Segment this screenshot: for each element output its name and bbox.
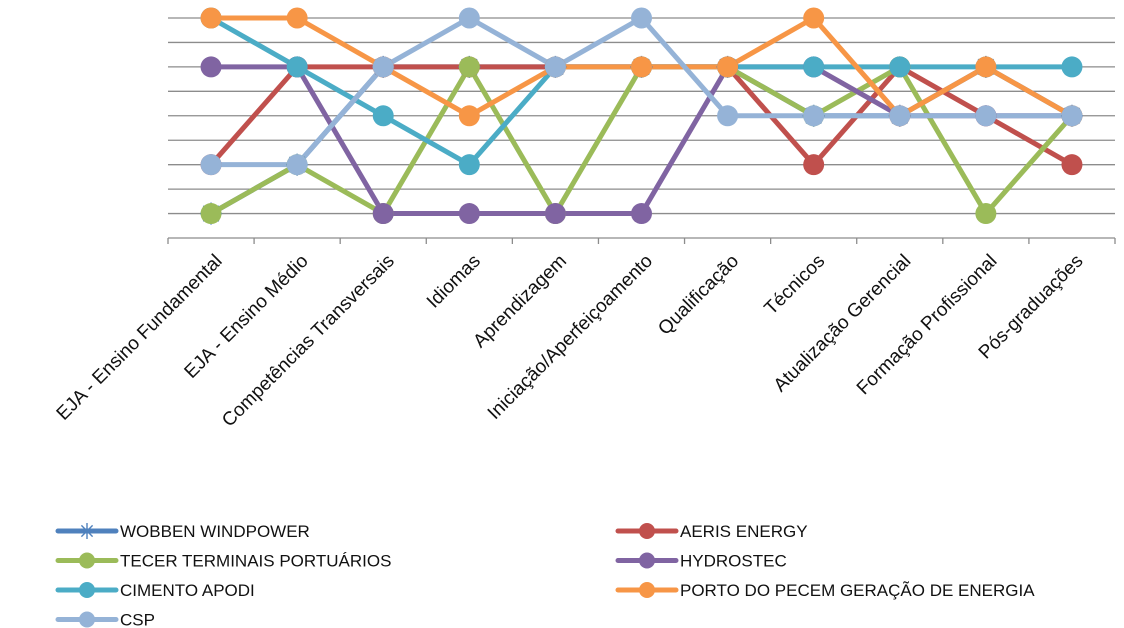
data-point bbox=[458, 105, 480, 127]
data-point bbox=[803, 7, 825, 29]
data-point bbox=[286, 56, 308, 78]
category-label: Idiomas bbox=[423, 251, 485, 313]
data-point bbox=[200, 154, 222, 176]
data-point bbox=[631, 56, 652, 78]
legend-label: CSP bbox=[120, 611, 155, 628]
data-point bbox=[717, 56, 739, 78]
legend-label: TECER TERMINAIS PORTUÁRIOS bbox=[120, 552, 391, 571]
legend-item: PORTO DO PECEM GERAÇÃO DE ENERGIA bbox=[615, 581, 1035, 600]
legend-item: CSP bbox=[55, 611, 155, 628]
data-point bbox=[286, 154, 308, 176]
data-point bbox=[372, 105, 394, 127]
data-point bbox=[286, 7, 308, 29]
legend-item: HYDROSTEC bbox=[615, 552, 787, 571]
data-point bbox=[544, 56, 566, 78]
category-label: Iniciação/Aperfeiçoamento bbox=[484, 251, 657, 424]
data-point bbox=[975, 203, 997, 225]
data-point bbox=[889, 56, 911, 78]
data-point bbox=[200, 56, 222, 78]
legend-label: WOBBEN WINDPOWER bbox=[120, 522, 310, 541]
data-point bbox=[1061, 56, 1083, 78]
data-point bbox=[717, 105, 739, 127]
data-point bbox=[458, 154, 480, 176]
data-point bbox=[200, 203, 222, 225]
category-label: Formação Profissional bbox=[853, 251, 1002, 400]
data-point bbox=[803, 56, 825, 78]
category-label: EJA - Ensino Fundamental bbox=[53, 251, 227, 425]
legend-label: CIMENTO APODI bbox=[120, 581, 255, 600]
data-point bbox=[889, 105, 911, 127]
data-point bbox=[975, 105, 997, 127]
data-point bbox=[631, 7, 652, 29]
category-label: Competências Transversais bbox=[218, 251, 399, 432]
series-markers bbox=[200, 7, 1083, 225]
data-point bbox=[458, 7, 480, 29]
data-point bbox=[372, 203, 394, 225]
legend-label: PORTO DO PECEM GERAÇÃO DE ENERGIA bbox=[680, 581, 1035, 600]
legend-item: CIMENTO APODI bbox=[55, 581, 255, 600]
data-point bbox=[200, 7, 222, 29]
data-point bbox=[372, 56, 394, 78]
data-point bbox=[458, 56, 480, 78]
legend-label: AERIS ENERGY bbox=[680, 522, 808, 541]
legend-item: AERIS ENERGY bbox=[615, 522, 808, 541]
data-point bbox=[631, 203, 652, 225]
data-point bbox=[544, 203, 566, 225]
legend: WOBBEN WINDPOWER AERIS ENERGY TECER TERMIN… bbox=[55, 522, 1035, 628]
category-label: Técnicos bbox=[761, 251, 830, 320]
data-point bbox=[803, 154, 825, 176]
category-label: Qualificação bbox=[654, 251, 743, 340]
data-point bbox=[1061, 105, 1083, 127]
legend-label: HYDROSTEC bbox=[680, 552, 787, 571]
data-point bbox=[1061, 154, 1083, 176]
data-point bbox=[803, 105, 825, 127]
legend-item: TECER TERMINAIS PORTUÁRIOS bbox=[55, 552, 391, 571]
legend-item: WOBBEN WINDPOWER bbox=[55, 522, 310, 541]
data-point bbox=[458, 203, 480, 225]
data-point bbox=[975, 56, 997, 78]
